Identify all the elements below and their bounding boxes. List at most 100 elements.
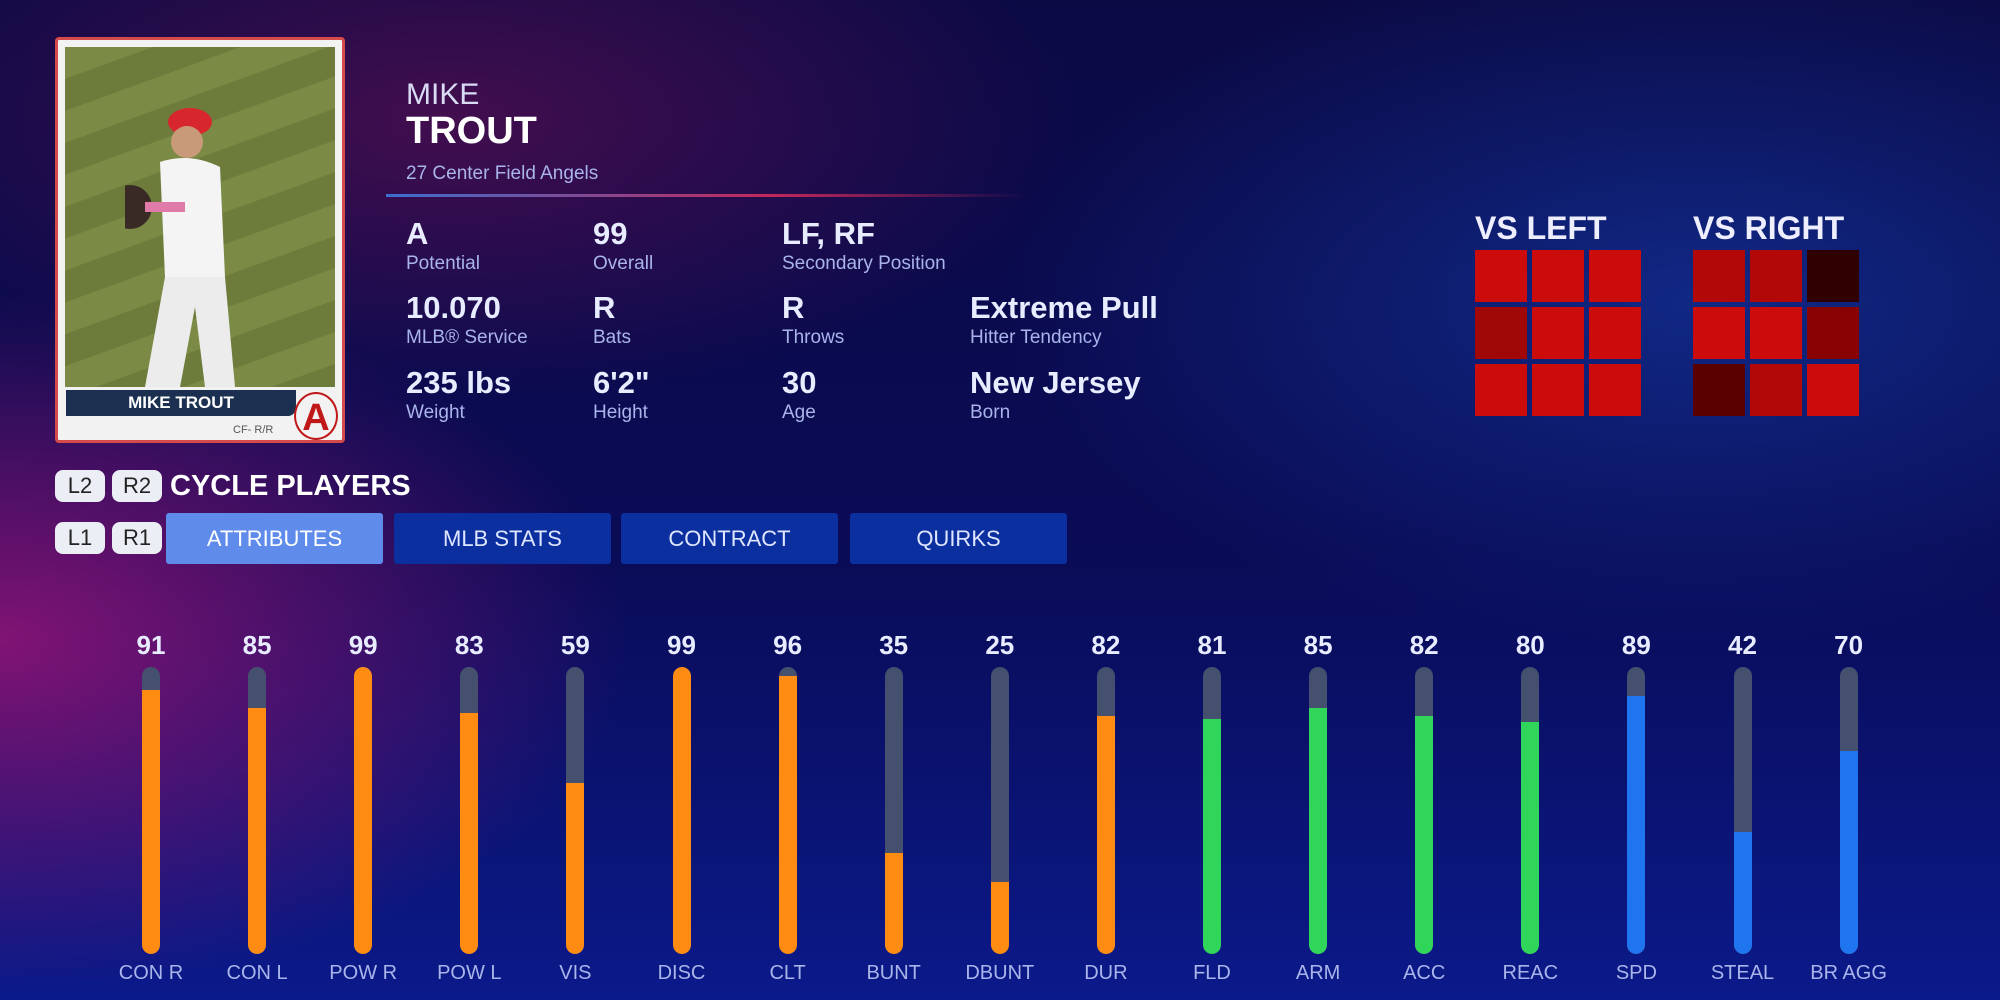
stat-label: Height <box>593 402 648 423</box>
hot-zone-cell <box>1693 364 1745 416</box>
vs-right-zone-grid <box>1693 250 1859 416</box>
bar-track <box>1839 667 1858 954</box>
bar-fill <box>1839 751 1858 954</box>
tab-attributes[interactable]: ATTRIBUTES <box>166 513 383 564</box>
player-photo <box>65 47 335 387</box>
hot-zone-cell <box>1532 250 1584 302</box>
vs-left-zone-grid <box>1475 250 1641 416</box>
stat-label: Weight <box>406 402 465 423</box>
bar-label: FLD <box>1193 962 1231 984</box>
bar-fill <box>672 667 691 954</box>
stat-height: 6'2" Height <box>593 365 650 424</box>
bar-value: 99 <box>667 630 696 660</box>
bar-track <box>1627 667 1646 954</box>
bar-track <box>672 667 691 954</box>
tab-quirks[interactable]: QUIRKS <box>850 513 1067 564</box>
stat-value: 235 lbs <box>406 365 512 400</box>
bar-track <box>460 667 479 954</box>
bar-track <box>778 667 797 954</box>
hot-zone-cell <box>1532 307 1584 359</box>
hot-zone-cell <box>1693 307 1745 359</box>
hot-zone-cell <box>1589 307 1641 359</box>
stat-label: Secondary Position <box>782 253 946 274</box>
bar-track <box>142 667 160 954</box>
hot-zone-cell <box>1589 364 1641 416</box>
bar-label: POW R <box>329 962 398 984</box>
bar-fill <box>248 707 267 954</box>
r1-button[interactable]: R1 <box>112 522 162 554</box>
bar-label: REAC <box>1502 962 1559 984</box>
bar-fill <box>1733 832 1752 954</box>
stat-label: Age <box>782 402 816 423</box>
stat-value: Extreme Pull <box>970 290 1158 325</box>
bar-value: 59 <box>560 630 590 660</box>
bar-value: 35 <box>879 630 909 660</box>
stat-value: New Jersey <box>970 365 1141 400</box>
player-first-name: MIKE <box>406 78 480 111</box>
tab-mlb-stats[interactable]: MLB STATS <box>394 513 611 564</box>
bar-value: 82 <box>1091 630 1121 660</box>
bar-label: BR AGG <box>1810 962 1887 984</box>
stat-mlb-service: 10.070 MLB® Service <box>406 290 528 349</box>
bar-fill <box>1096 716 1115 954</box>
hot-zone-cell <box>1807 364 1859 416</box>
bar-value: 42 <box>1728 630 1757 660</box>
bar-track <box>1521 667 1540 954</box>
bar-fill <box>990 881 1009 954</box>
stat-value: 99 <box>593 216 628 251</box>
stat-throws: R Throws <box>782 290 844 349</box>
stat-value: LF, RF <box>782 216 875 251</box>
stat-bats: R Bats <box>593 290 631 349</box>
bar-value: 85 <box>1303 630 1333 660</box>
stat-born: New Jersey Born <box>970 365 1141 424</box>
cycle-players-label: CYCLE PLAYERS <box>170 470 411 502</box>
bar-label: POW L <box>437 962 502 984</box>
bar-value: 82 <box>1409 630 1439 660</box>
player-figure <box>125 108 235 387</box>
bar-track <box>1096 667 1115 954</box>
bar-label: BUNT <box>866 962 921 984</box>
hot-zone-cell <box>1475 364 1527 416</box>
bar-value: 70 <box>1834 630 1864 660</box>
stat-potential: A Potential <box>406 216 480 275</box>
bar-value: 91 <box>136 630 166 660</box>
stat-value: 30 <box>782 365 817 400</box>
tab-contract[interactable]: CONTRACT <box>621 513 838 564</box>
stat-overall: 99 Overall <box>593 216 653 275</box>
vs-right-title: VS RIGHT <box>1693 210 1845 246</box>
bar-track <box>1203 667 1221 954</box>
bar-fill <box>1627 696 1646 954</box>
bar-value: 25 <box>985 630 1015 660</box>
hot-zone-cell <box>1750 250 1802 302</box>
bar-fill <box>1309 707 1328 954</box>
bar-value: 96 <box>773 630 803 660</box>
bar-track <box>1309 667 1328 954</box>
bar-label: ARM <box>1295 962 1341 984</box>
bar-fill <box>354 667 373 954</box>
l2-button[interactable]: L2 <box>55 470 105 502</box>
vs-left-title: VS LEFT <box>1475 210 1607 246</box>
stat-value: R <box>593 290 616 325</box>
stat-label: Born <box>970 402 1011 423</box>
stat-value: 10.070 <box>406 290 501 325</box>
bar-value: 89 <box>1621 630 1651 660</box>
l1-button[interactable]: L1 <box>55 522 105 554</box>
stat-value: A <box>406 216 429 251</box>
bar-value: 80 <box>1515 630 1545 660</box>
stat-label: Hitter Tendency <box>970 327 1102 348</box>
stat-label: Bats <box>593 327 632 348</box>
bar-fill <box>1415 716 1434 954</box>
bar-track <box>248 667 267 954</box>
bar-label: CON L <box>226 962 288 984</box>
hot-zone-cell <box>1475 307 1527 359</box>
bar-label: SPD <box>1615 962 1657 984</box>
bar-track <box>354 667 373 954</box>
bar-fill <box>884 852 903 954</box>
bar-fill <box>142 690 160 954</box>
player-last-name: TROUT <box>406 110 537 152</box>
stat-label: Overall <box>593 253 654 274</box>
bar-value: 85 <box>242 630 272 660</box>
r2-button[interactable]: R2 <box>112 470 162 502</box>
bar-fill <box>778 675 797 954</box>
bar-value: 83 <box>454 630 484 660</box>
